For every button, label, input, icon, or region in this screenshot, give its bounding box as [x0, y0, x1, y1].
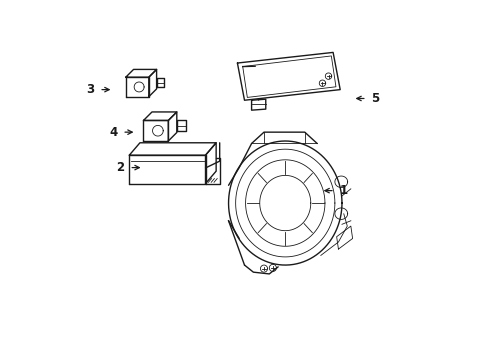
- Text: 4: 4: [109, 126, 117, 139]
- Text: 1: 1: [339, 184, 347, 197]
- Text: 5: 5: [371, 92, 379, 105]
- Text: 3: 3: [86, 83, 94, 96]
- Text: 2: 2: [116, 161, 124, 174]
